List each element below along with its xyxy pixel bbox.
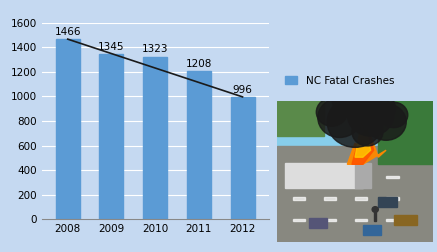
- Text: 1323: 1323: [142, 45, 168, 54]
- Bar: [355, 198, 368, 200]
- Bar: [277, 146, 433, 242]
- Bar: [355, 176, 368, 178]
- Circle shape: [316, 98, 347, 126]
- Circle shape: [327, 97, 383, 147]
- Circle shape: [344, 87, 382, 120]
- Bar: [143, 57, 167, 219]
- Bar: [277, 101, 324, 136]
- Circle shape: [361, 92, 395, 123]
- Circle shape: [347, 94, 394, 136]
- Bar: [100, 54, 124, 219]
- Bar: [56, 39, 80, 219]
- Bar: [378, 197, 397, 207]
- Bar: [378, 101, 433, 164]
- Bar: [277, 101, 433, 150]
- Bar: [324, 219, 336, 221]
- Bar: [394, 215, 417, 225]
- Bar: [324, 176, 336, 178]
- Bar: [363, 225, 382, 235]
- Bar: [324, 198, 336, 200]
- Text: 996: 996: [232, 85, 253, 95]
- Text: 1466: 1466: [55, 27, 81, 37]
- Text: 1208: 1208: [186, 59, 212, 69]
- Bar: [386, 198, 399, 200]
- Bar: [386, 176, 399, 178]
- Text: 1345: 1345: [98, 42, 125, 52]
- Bar: [386, 219, 399, 221]
- Circle shape: [318, 98, 361, 138]
- Bar: [309, 218, 327, 228]
- Bar: [355, 163, 371, 188]
- Polygon shape: [347, 136, 386, 164]
- Legend: NC Fatal Crashes: NC Fatal Crashes: [285, 76, 394, 86]
- Polygon shape: [355, 122, 371, 157]
- Bar: [231, 97, 255, 219]
- Bar: [187, 71, 211, 219]
- Circle shape: [366, 104, 406, 140]
- Bar: [293, 176, 305, 178]
- Bar: [375, 209, 376, 221]
- Bar: [285, 163, 363, 188]
- Bar: [293, 219, 305, 221]
- Polygon shape: [352, 129, 374, 164]
- Circle shape: [352, 118, 383, 146]
- Bar: [293, 198, 305, 200]
- Bar: [355, 219, 368, 221]
- Circle shape: [372, 207, 378, 212]
- Circle shape: [332, 80, 372, 116]
- Circle shape: [380, 102, 408, 128]
